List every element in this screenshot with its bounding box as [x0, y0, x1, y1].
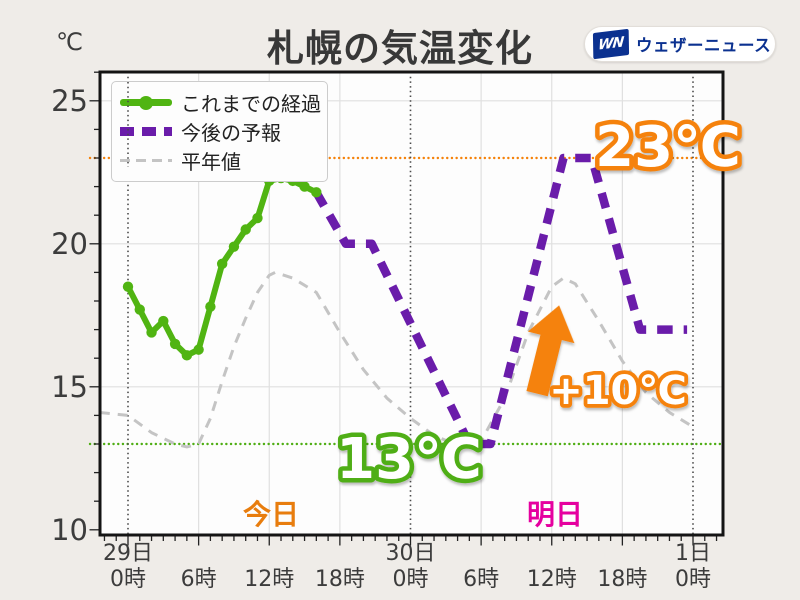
observed-point-marker [146, 327, 157, 338]
observed-point-marker [134, 304, 145, 315]
observed-point-marker [228, 241, 240, 252]
x-tick-day-label: 29日 [103, 541, 153, 566]
y-tick-label: 25 [51, 84, 88, 118]
legend-label-normal: 平年値 [181, 150, 241, 174]
chart-title: 札幌の気温変化 [267, 27, 533, 70]
chart-legend: これまでの経過 今後の予報 平年値 [111, 81, 328, 182]
observed-point-marker [252, 212, 263, 224]
observed-point-marker [122, 281, 134, 292]
forecast-line-swatch-icon [120, 127, 172, 136]
x-tick-day-label: 30日 [385, 541, 435, 566]
y-tick-label: 20 [51, 227, 88, 261]
legend-label-observed: これまでの経過 [181, 92, 321, 116]
tomorrow-label: 明日 [527, 498, 583, 531]
observed-point-marker [205, 301, 216, 312]
normal-temperature-line [99, 270, 694, 449]
x-tick-time-label: 6時 [181, 567, 217, 592]
x-tick-time-label: 18時 [315, 567, 365, 592]
plot-border [98, 70, 725, 537]
observed-point-marker [181, 350, 193, 361]
y-tick-label: 15 [51, 370, 88, 404]
observed-point-marker [299, 181, 310, 192]
observed-point-marker [193, 344, 204, 355]
observed-point-marker [240, 224, 251, 235]
x-tick-time-label: 0時 [110, 567, 146, 592]
weathernews-logo: WN ウェザーニュース [584, 26, 776, 62]
observed-point-marker [169, 338, 181, 350]
legend-item-observed: これまでの経過 [120, 91, 321, 116]
observed-line-swatch-icon [120, 95, 172, 110]
temp-delta-label: +10℃ [549, 368, 687, 414]
x-tick-time-label: 6時 [463, 567, 499, 592]
x-tick-time-label: 18時 [597, 567, 647, 592]
weathernews-logo-text: ウェザーニュース [636, 36, 772, 55]
x-tick-time-label: 0時 [675, 567, 711, 592]
today-label: 今日 [243, 498, 299, 531]
legend-item-forecast: 今後の予報 [120, 120, 317, 145]
observed-point-marker [158, 315, 169, 327]
observed-point-marker [216, 258, 228, 270]
normal-line-swatch-icon [120, 159, 172, 162]
min-temp-label: 13℃ [336, 427, 482, 492]
y-tick-label: 10 [51, 513, 88, 547]
x-tick-time-label: 0時 [392, 567, 428, 592]
x-tick-time-label: 12時 [527, 567, 577, 592]
observed-point-marker [311, 187, 322, 198]
max-temp-label: 23℃ [595, 115, 741, 180]
forecast-temperature-line [312, 153, 688, 449]
legend-item-normal: 平年値 [120, 149, 317, 174]
x-tick-time-label: 12時 [244, 567, 294, 592]
x-tick-day-label: 1日 [675, 541, 711, 566]
y-axis-unit-label: ℃ [56, 28, 83, 56]
legend-label-forecast: 今後の予報 [181, 121, 281, 145]
temperature-rise-arrow-icon [526, 305, 575, 397]
